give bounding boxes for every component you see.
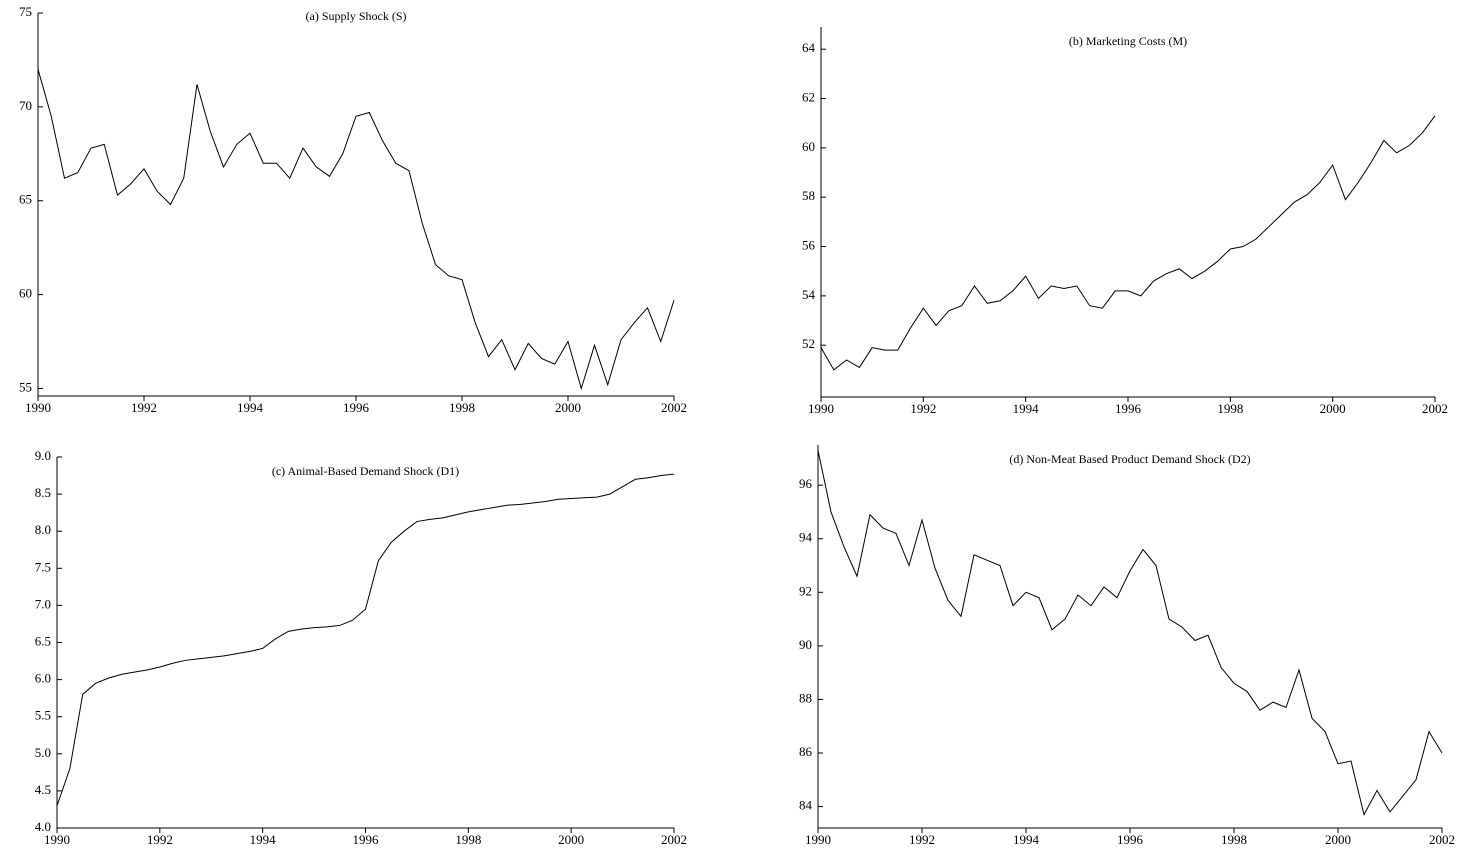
y-tick-label: 8.5 [35, 485, 51, 500]
y-tick-label: 6.5 [35, 633, 51, 648]
x-tick-label: 1994 [250, 832, 277, 847]
x-tick-label: 1990 [44, 832, 70, 847]
y-tick-label: 58 [802, 188, 815, 203]
y-tick-label: 60 [19, 286, 32, 301]
chart-title: (b) Marketing Costs (M) [1069, 34, 1187, 48]
x-tick-label: 1998 [1221, 832, 1247, 847]
x-tick-label: 2000 [1325, 832, 1351, 847]
x-tick-label: 1992 [910, 401, 936, 416]
x-tick-label: 1990 [25, 400, 51, 415]
x-tick-label: 1996 [353, 832, 380, 847]
x-tick-label: 1994 [1013, 832, 1040, 847]
y-tick-label: 56 [802, 238, 816, 253]
x-tick-label: 1994 [1013, 401, 1040, 416]
y-tick-label: 84 [799, 798, 813, 813]
x-tick-label: 1998 [455, 832, 481, 847]
y-tick-label: 75 [19, 4, 32, 19]
x-tick-label: 2000 [1320, 401, 1346, 416]
y-tick-label: 54 [802, 287, 816, 302]
y-tick-label: 4.5 [35, 782, 51, 797]
chart-title: (d) Non-Meat Based Product Demand Shock … [1009, 452, 1250, 466]
y-tick-label: 65 [19, 192, 32, 207]
y-tick-label: 92 [799, 583, 812, 598]
y-tick-label: 70 [19, 98, 32, 113]
y-tick-label: 88 [799, 690, 812, 705]
y-tick-label: 5.5 [35, 708, 51, 723]
y-tick-label: 7.5 [35, 559, 51, 574]
x-tick-label: 2000 [555, 400, 581, 415]
x-tick-label: 2002 [661, 832, 687, 847]
x-tick-label: 2002 [661, 400, 687, 415]
x-tick-label: 2000 [558, 832, 584, 847]
y-tick-label: 52 [802, 336, 815, 351]
y-tick-label: 5.0 [35, 745, 51, 760]
y-tick-label: 60 [802, 139, 815, 154]
x-tick-label: 1998 [1217, 401, 1243, 416]
x-tick-label: 1992 [147, 832, 173, 847]
data-line [817, 450, 1443, 816]
chart-title: (a) Supply Shock (S) [306, 9, 407, 23]
x-tick-label: 1998 [449, 400, 475, 415]
y-tick-label: 90 [799, 637, 812, 652]
data-line [37, 69, 675, 391]
x-tick-label: 1996 [1117, 832, 1144, 847]
x-tick-label: 2002 [1422, 401, 1448, 416]
x-tick-label: 1990 [805, 832, 831, 847]
y-tick-label: 64 [802, 40, 816, 55]
y-tick-label: 4.0 [35, 819, 51, 834]
y-tick-label: 94 [799, 530, 813, 545]
data-line [820, 115, 1436, 371]
x-tick-label: 1994 [237, 400, 264, 415]
y-tick-label: 62 [802, 90, 815, 105]
x-tick-label: 1990 [808, 401, 834, 416]
x-tick-label: 2002 [1429, 832, 1455, 847]
x-tick-label: 1996 [1115, 401, 1142, 416]
data-line [56, 473, 675, 806]
x-tick-label: 1992 [909, 832, 935, 847]
x-tick-label: 1992 [131, 400, 157, 415]
y-tick-label: 86 [799, 744, 813, 759]
chart-title: (c) Animal-Based Demand Shock (D1) [272, 464, 459, 478]
y-tick-label: 7.0 [35, 596, 51, 611]
y-tick-label: 8.0 [35, 522, 51, 537]
y-tick-label: 55 [19, 379, 32, 394]
y-tick-label: 96 [799, 476, 813, 491]
y-tick-label: 6.0 [35, 671, 51, 686]
x-tick-label: 1996 [343, 400, 370, 415]
y-tick-label: 9.0 [35, 448, 51, 463]
